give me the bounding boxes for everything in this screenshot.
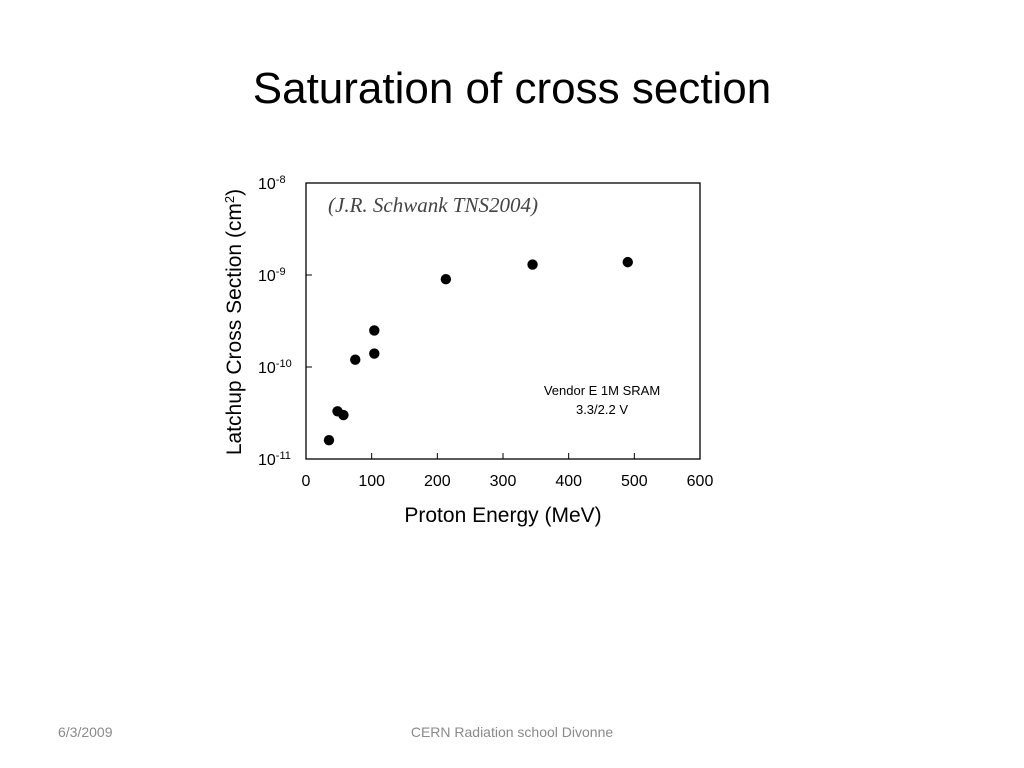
legend-line-1: Vendor E 1M SRAM (544, 383, 660, 398)
axis-ticks: 0 100 200 300 400 500 600 10-11 10-10 10-9 10-8 (258, 174, 713, 490)
citation-annotation: (J.R. Schwank TNS2004) (328, 193, 538, 217)
data-points (323, 256, 633, 446)
x-tick-label: 0 (302, 473, 311, 490)
x-axis-label: Proton Energy (MeV) (404, 504, 601, 527)
data-point (369, 325, 380, 336)
y-axis-label-close: ) (223, 189, 246, 196)
y-axis-label-sup: 2 (222, 196, 237, 203)
data-point (527, 259, 538, 270)
slide-title: Saturation of cross section (252, 64, 772, 113)
data-point (440, 274, 452, 285)
data-point (622, 256, 633, 268)
x-tick-label: 300 (490, 473, 517, 490)
x-tick-label: 400 (555, 473, 582, 490)
y-tick-label: 10-10 (258, 358, 292, 377)
footer-date: 6/3/2009 (58, 724, 113, 740)
x-tick-label: 100 (358, 473, 385, 490)
y-tick-label: 10-9 (258, 266, 286, 285)
legend-line-2: 3.3/2.2 V (576, 402, 628, 417)
y-axis-label-main: Latchup Cross Section (cm (223, 203, 246, 455)
data-point (323, 435, 335, 446)
y-tick-label: 10-8 (258, 174, 286, 193)
footer-center-text: CERN Radiation school Divonne (410, 724, 614, 740)
x-tick-label: 500 (621, 473, 648, 490)
x-tick-label: 200 (424, 473, 451, 490)
y-tick-label: 10-11 (258, 450, 291, 469)
x-tick-label: 600 (687, 473, 714, 490)
data-point (350, 354, 361, 365)
plot-frame (305, 182, 701, 460)
y-axis-label: Latchup Cross Section (cm2) (222, 189, 247, 455)
data-point (369, 348, 380, 359)
data-point (338, 409, 349, 421)
